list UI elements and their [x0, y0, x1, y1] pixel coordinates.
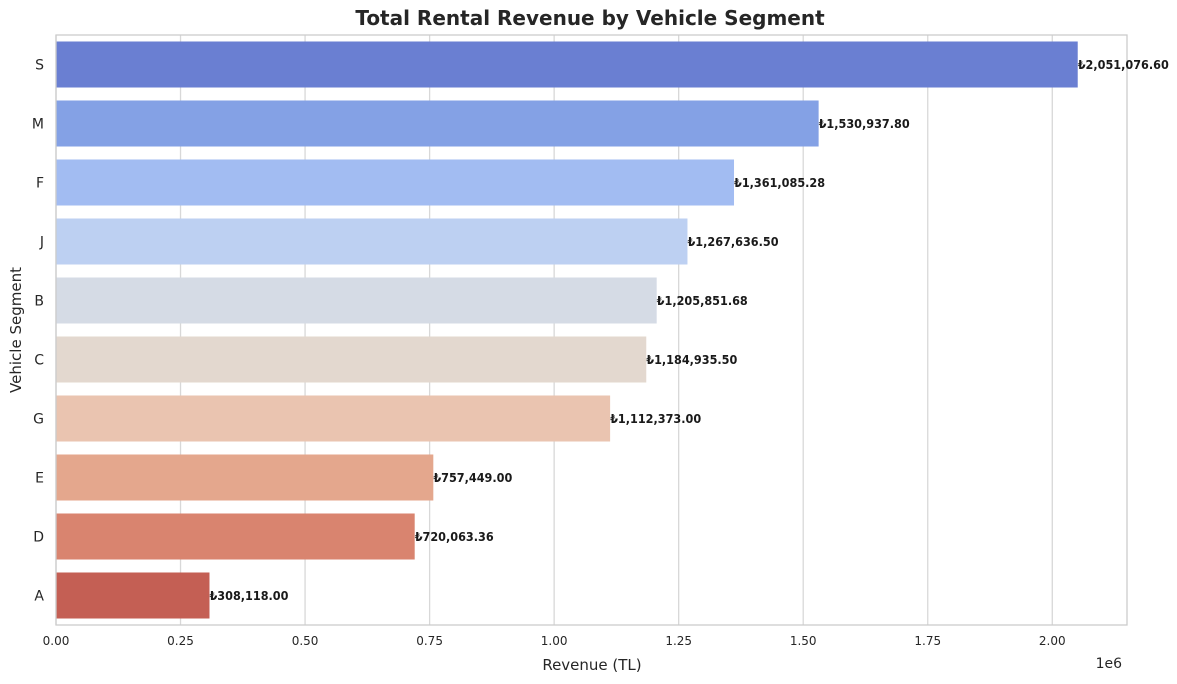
chart-title: Total Rental Revenue by Vehicle Segment: [355, 6, 825, 30]
x-tick-labels: 0.00 0.25 0.50 0.75 1.00 1.25 1.50 1.75 2.00: [43, 634, 1066, 648]
bar-J: [56, 218, 688, 265]
y-category-label: S: [35, 58, 44, 74]
y-category-label: C: [34, 353, 44, 369]
bar-A: [56, 572, 210, 619]
bar-M: [56, 100, 819, 147]
x-tick-label: 2.00: [1039, 634, 1066, 648]
bar-value-label: ₺1,267,636.50: [687, 234, 778, 249]
y-category-label: J: [39, 235, 44, 251]
y-axis-label: Vehicle Segment: [7, 267, 25, 393]
x-axis-label: Revenue (TL): [542, 656, 641, 674]
bar-C: [56, 336, 647, 383]
x-tick-label: 1.25: [665, 634, 692, 648]
x-tick-label: 1.50: [790, 634, 817, 648]
bar-value-label: ₺1,184,935.50: [646, 352, 737, 367]
bar-value-label: ₺2,051,076.60: [1078, 57, 1169, 72]
y-category-labels: S M F J B C G E D A: [32, 58, 45, 605]
bar-G: [56, 395, 611, 442]
x-tick-label: 0.25: [167, 634, 194, 648]
bar-F: [56, 159, 735, 206]
bar-D: [56, 513, 415, 560]
x-tick-label: 0.75: [416, 634, 443, 648]
y-category-label: D: [33, 530, 44, 546]
x-tick-label: 0.50: [292, 634, 319, 648]
x-axis-offset-label: 1e6: [1096, 656, 1123, 672]
bar-E: [56, 454, 434, 501]
bars: [56, 41, 1078, 619]
y-category-label: A: [34, 589, 44, 605]
y-category-label: M: [32, 117, 44, 133]
bar-value-label: ₺308,118.00: [209, 588, 288, 603]
bar-B: [56, 277, 657, 324]
x-tick-label: 0.00: [43, 634, 70, 648]
bar-value-label: ₺1,112,373.00: [610, 411, 701, 426]
data-labels: ₺2,051,076.60 ₺1,530,937.80 ₺1,361,085.28 ₺…: [209, 57, 1168, 603]
bar-value-label: ₺1,361,085.28: [734, 175, 825, 190]
bar-value-label: ₺757,449.00: [433, 470, 512, 485]
x-tick-label: 1.75: [914, 634, 941, 648]
bar-value-label: ₺720,063.36: [415, 529, 494, 544]
bar-value-label: ₺1,205,851.68: [657, 293, 748, 308]
y-category-label: F: [36, 176, 44, 192]
bar-S: [56, 41, 1078, 88]
plot-frame: [55, 34, 1128, 626]
x-tick-label: 1.00: [541, 634, 568, 648]
y-category-label: G: [33, 412, 44, 428]
y-category-label: E: [35, 471, 44, 487]
y-category-label: B: [34, 294, 44, 310]
bar-value-label: ₺1,530,937.80: [819, 116, 910, 131]
